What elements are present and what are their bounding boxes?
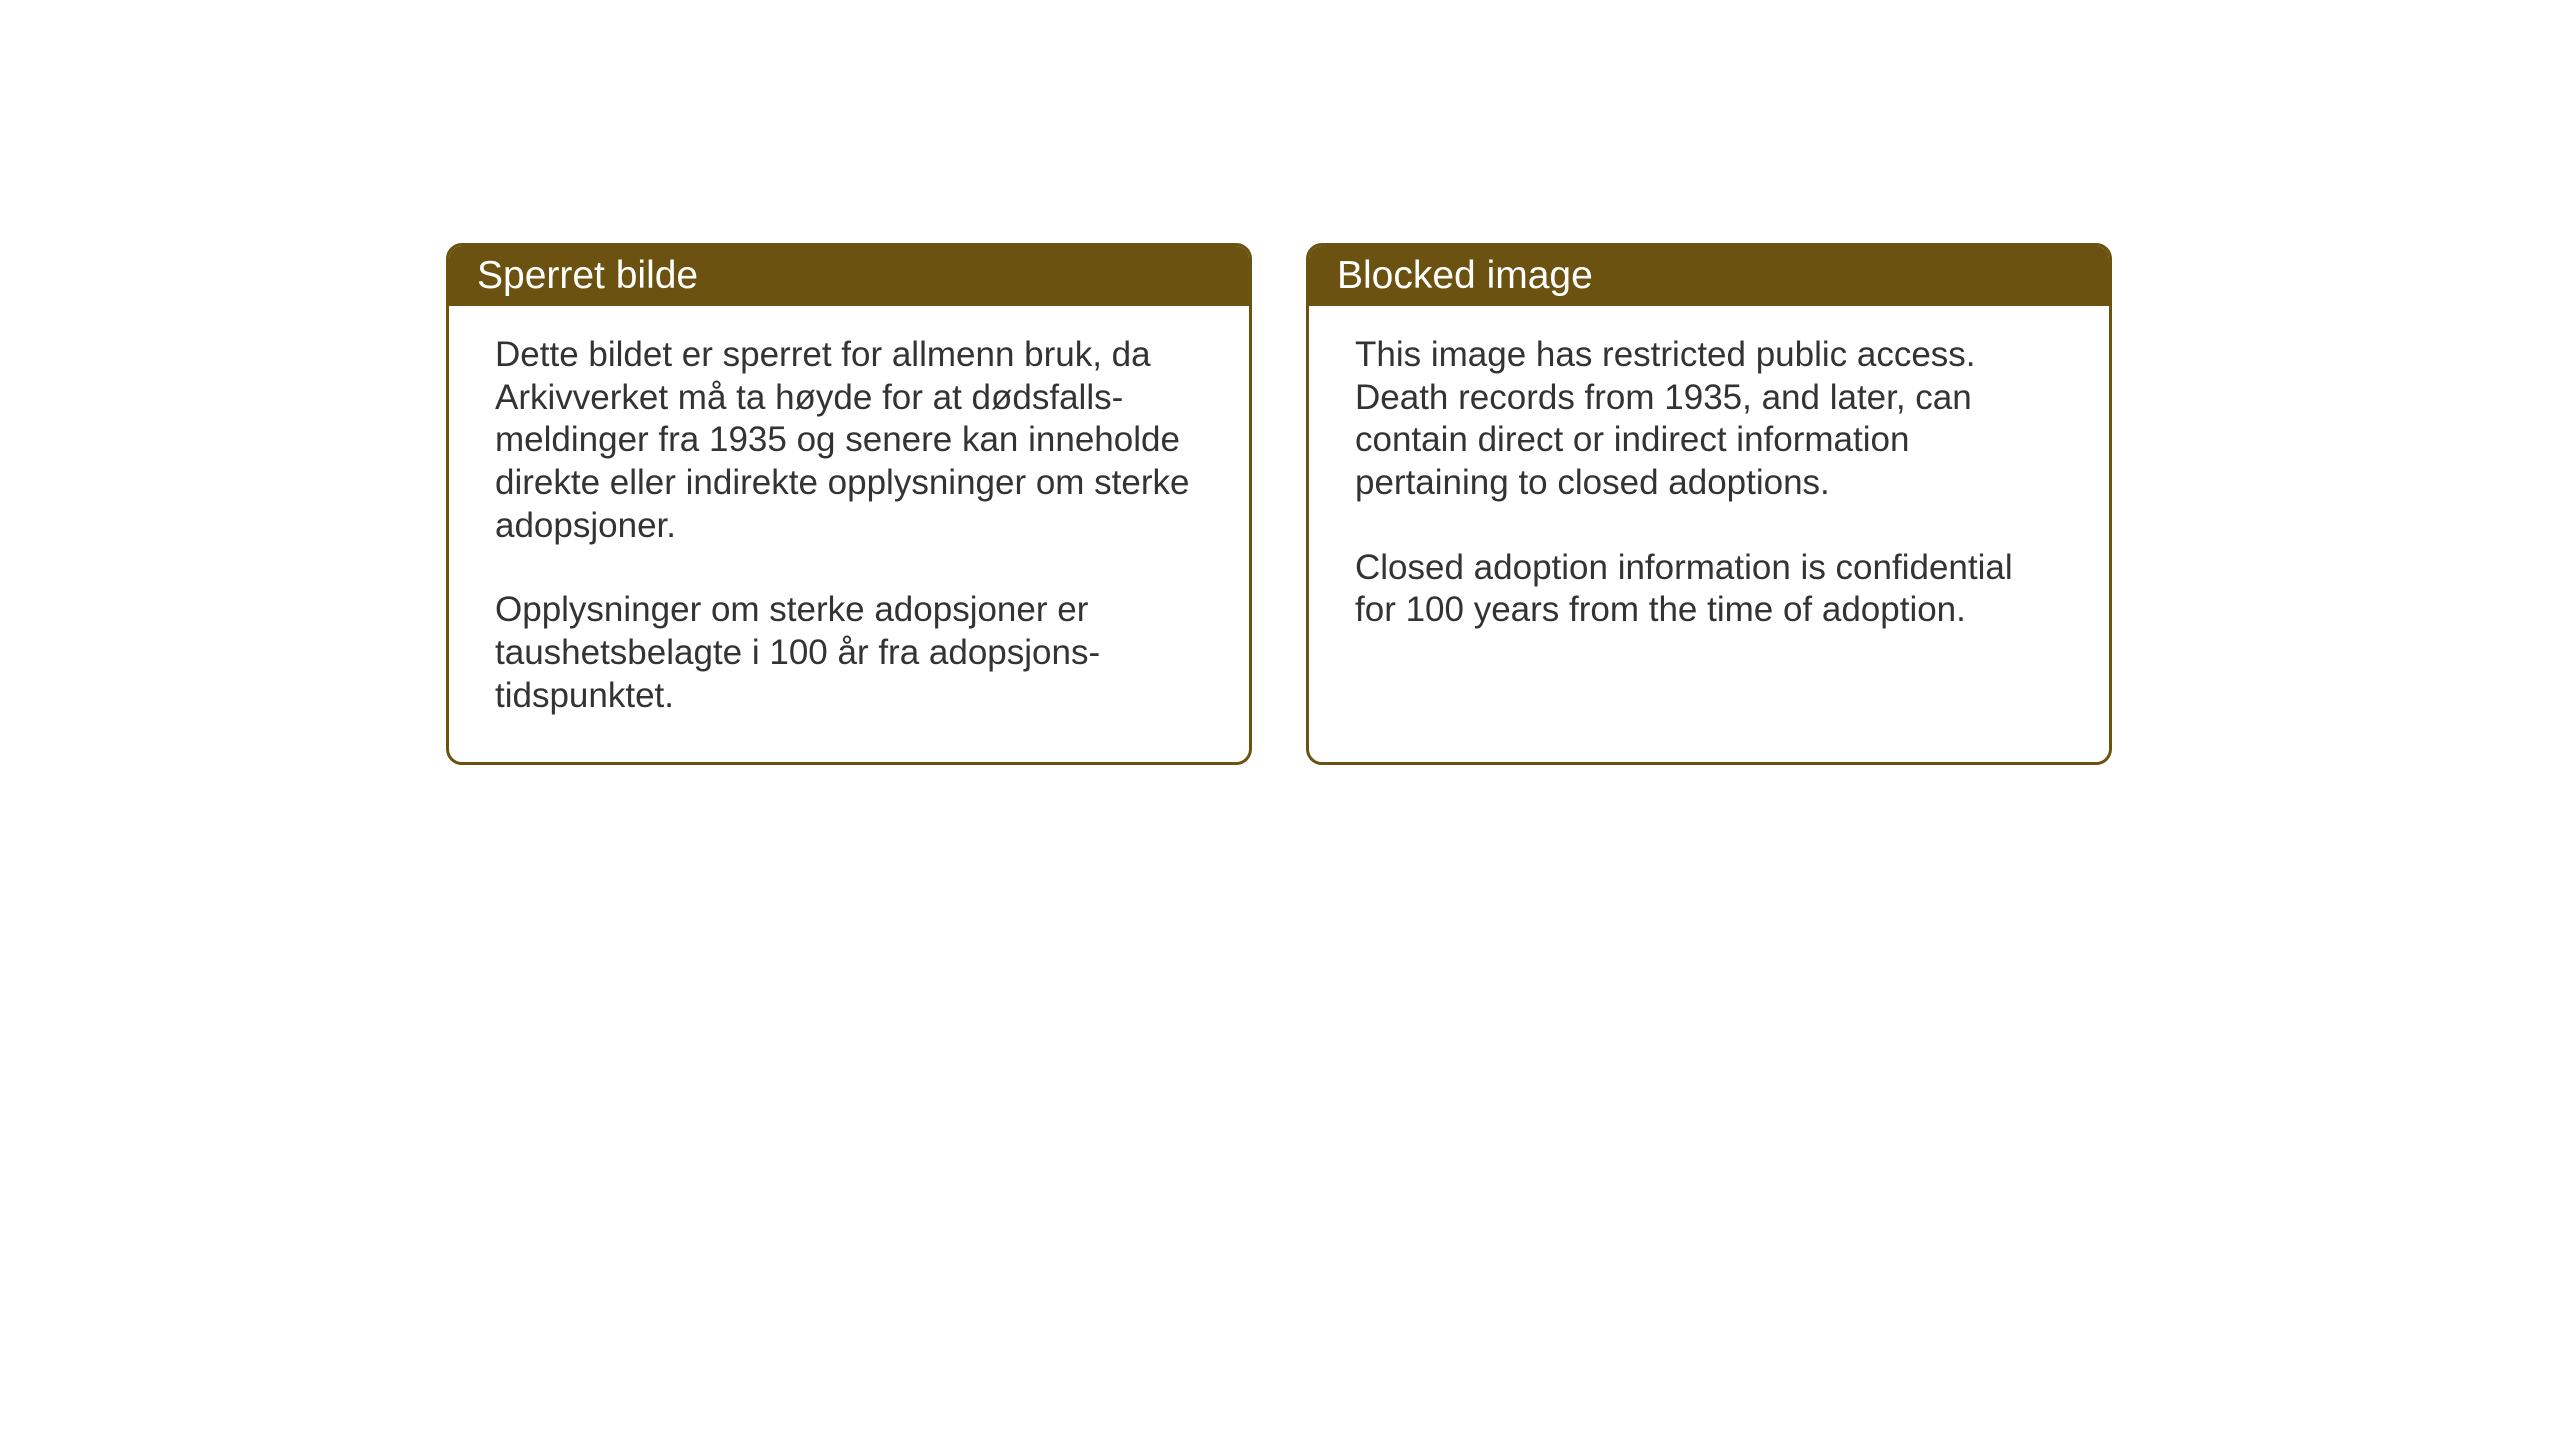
notice-header-english: Blocked image [1309, 246, 2109, 306]
notice-card-english: Blocked image This image has restricted … [1306, 243, 2112, 765]
notice-paragraph-2-norwegian: Opplysninger om sterke adopsjoner er tau… [495, 589, 1203, 717]
notice-container: Sperret bilde Dette bildet er sperret fo… [446, 243, 2112, 765]
notice-paragraph-1-norwegian: Dette bildet er sperret for allmenn bruk… [495, 334, 1203, 547]
notice-body-norwegian: Dette bildet er sperret for allmenn bruk… [449, 306, 1249, 762]
notice-paragraph-2-english: Closed adoption information is confident… [1355, 547, 2063, 632]
notice-header-norwegian: Sperret bilde [449, 246, 1249, 306]
notice-paragraph-1-english: This image has restricted public access.… [1355, 334, 2063, 505]
notice-title-norwegian: Sperret bilde [477, 254, 698, 297]
notice-body-english: This image has restricted public access.… [1309, 306, 2109, 676]
notice-title-english: Blocked image [1337, 254, 1593, 297]
notice-card-norwegian: Sperret bilde Dette bildet er sperret fo… [446, 243, 1252, 765]
